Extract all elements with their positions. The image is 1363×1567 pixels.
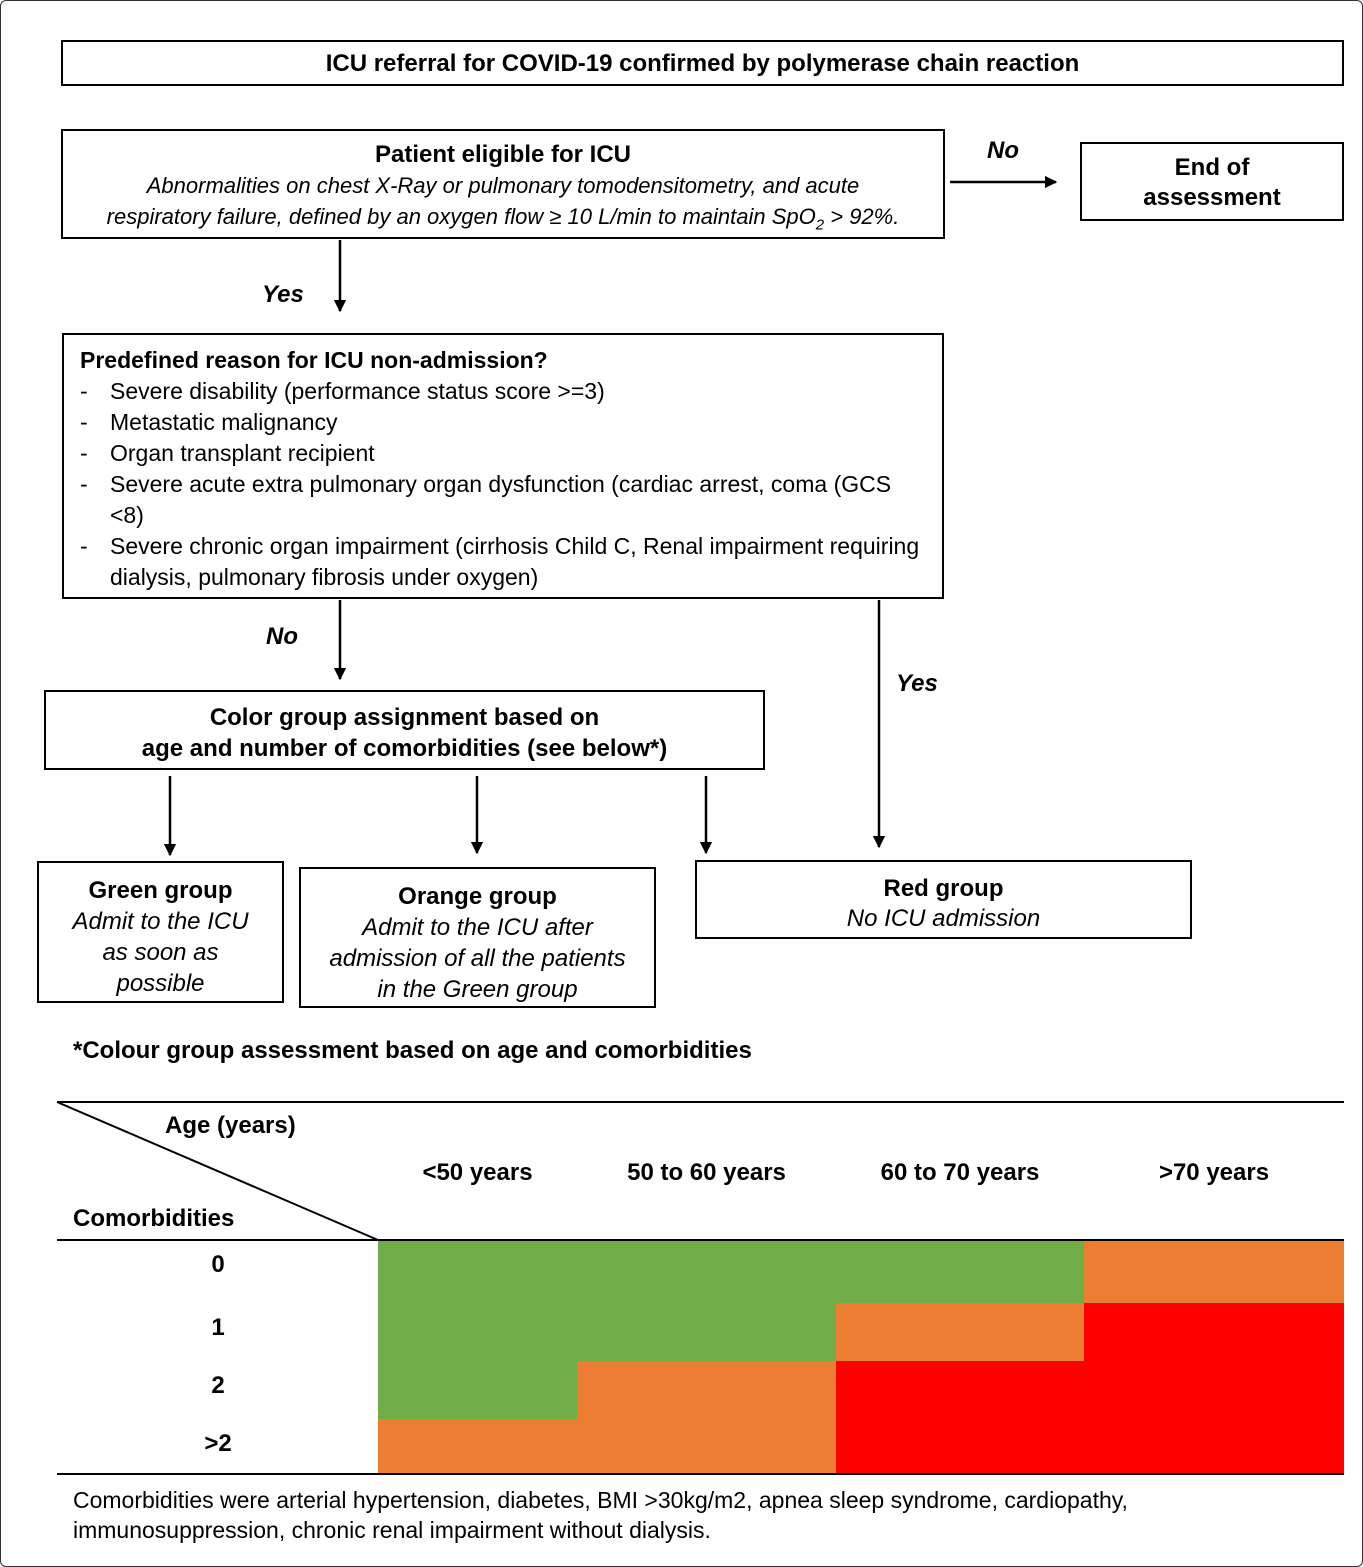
title-text: ICU referral for COVID-19 confirmed by p… (325, 50, 1080, 77)
orange-group-line3: in the Green group (377, 976, 578, 1003)
grid-cell-orange (378, 1419, 577, 1473)
age-header: Age (years) (165, 1112, 296, 1139)
green-group-line2: as soon as (102, 939, 219, 966)
title-box: ICU referral for COVID-19 confirmed by p… (61, 40, 1344, 86)
end-line2: assessment (1143, 184, 1281, 211)
color-assignment-box: Color group assignment based on age and … (44, 690, 765, 770)
grid-cell-red (836, 1419, 1084, 1473)
comorbidity-row-header: 1 (211, 1314, 225, 1341)
criterion-text: Severe disability (performance status sc… (110, 378, 605, 404)
orange-group-box: Orange group Admit to the ICU after admi… (299, 867, 656, 1008)
grid-cell-red (836, 1361, 1084, 1419)
eligibility-title: Patient eligible for ICU (374, 141, 632, 168)
orange-group-line2: admission of all the patients (329, 945, 626, 972)
age-column-header: <50 years (422, 1159, 533, 1186)
grid-cell-orange (1084, 1241, 1344, 1303)
eligibility-line2: respiratory failure, defined by an oxyge… (106, 204, 816, 229)
eligibility-line1: Abnormalities on chest X-Ray or pulmonar… (146, 173, 860, 198)
non-admission-box: Predefined reason for ICU non-admission?… (62, 333, 944, 599)
grid-cell-green (378, 1303, 577, 1361)
eligibility-line2-end: > 92%. (824, 204, 900, 229)
green-group-title: Green group (88, 877, 233, 904)
eligibility-description: Abnormalities on chest X-Ray or pulmonar… (63, 170, 943, 240)
grid-cell-red (1084, 1303, 1344, 1361)
non-admission-title: Predefined reason for ICU non-admission? (80, 347, 548, 373)
table-diagonal (56, 1101, 379, 1241)
label-reason-yes: Yes (896, 670, 938, 697)
criterion-item: - Organ transplant recipient (80, 438, 928, 469)
comorbidities-footnote: Comorbidities were arterial hypertension… (73, 1487, 1128, 1543)
label-eligible-no: No (987, 137, 1019, 164)
grid-cell-orange (836, 1303, 1084, 1361)
criterion-item: - Severe disability (performance status s… (80, 376, 928, 407)
green-group-line1: Admit to the ICU (72, 908, 249, 935)
age-column-header: 50 to 60 years (627, 1159, 786, 1186)
label-reason-no: No (266, 623, 298, 650)
orange-group-line1: Admit to the ICU after (362, 914, 593, 941)
criterion-item: - Severe chronic organ impairment (cirrho… (80, 531, 928, 593)
age-column-header: >70 years (1158, 1159, 1270, 1186)
grid-cell-red (1084, 1419, 1344, 1473)
grid-cell-green (577, 1241, 836, 1303)
grid-cell-red (1084, 1361, 1344, 1419)
comorbidities-header: Comorbidities (73, 1205, 235, 1232)
red-group-box: Red group No ICU admission (695, 860, 1192, 939)
grid-cell-orange (577, 1419, 836, 1473)
color-assignment-line2: age and number of comorbidities (see bel… (141, 735, 668, 762)
comorbidity-row-header: 2 (211, 1372, 225, 1399)
label-eligible-yes: Yes (262, 281, 304, 308)
criterion-text: Organ transplant recipient (110, 440, 375, 466)
eligibility-subscript: 2 (815, 216, 825, 234)
criterion-item: - Severe acute extra pulmonary organ dysf… (80, 469, 928, 531)
red-group-title: Red group (883, 875, 1004, 902)
color-assignment-line1: Color group assignment based on (209, 704, 600, 731)
grid-cell-green (836, 1241, 1084, 1303)
grid-cell-green (577, 1303, 836, 1361)
red-group-line1: No ICU admission (846, 905, 1041, 932)
criterion-item: - Metastatic malignancy (80, 407, 928, 438)
assessment-heading: *Colour group assessment based on age an… (73, 1037, 752, 1064)
comorbidity-row-header: >2 (204, 1430, 232, 1457)
comorbidity-row-header: 0 (211, 1251, 225, 1278)
orange-group-title: Orange group (398, 883, 557, 910)
age-column-header: 60 to 70 years (880, 1159, 1040, 1186)
end-of-assessment-box: End of assessment (1080, 142, 1344, 221)
eligibility-box: Patient eligible for ICU Abnormalities o… (61, 129, 945, 239)
end-line1: End of (1174, 154, 1250, 181)
criterion-text: Severe acute extra pulmonary organ dysfu… (110, 471, 892, 528)
green-group-box: Green group Admit to the ICU as soon as … (37, 861, 284, 1003)
grid-cell-orange (577, 1361, 836, 1419)
criterion-text: Metastatic malignancy (110, 409, 338, 435)
grid-cell-green (378, 1241, 577, 1303)
criterion-text: Severe chronic organ impairment (cirrhos… (110, 533, 920, 590)
green-group-line3: possible (116, 970, 205, 997)
grid-cell-green (378, 1361, 577, 1419)
